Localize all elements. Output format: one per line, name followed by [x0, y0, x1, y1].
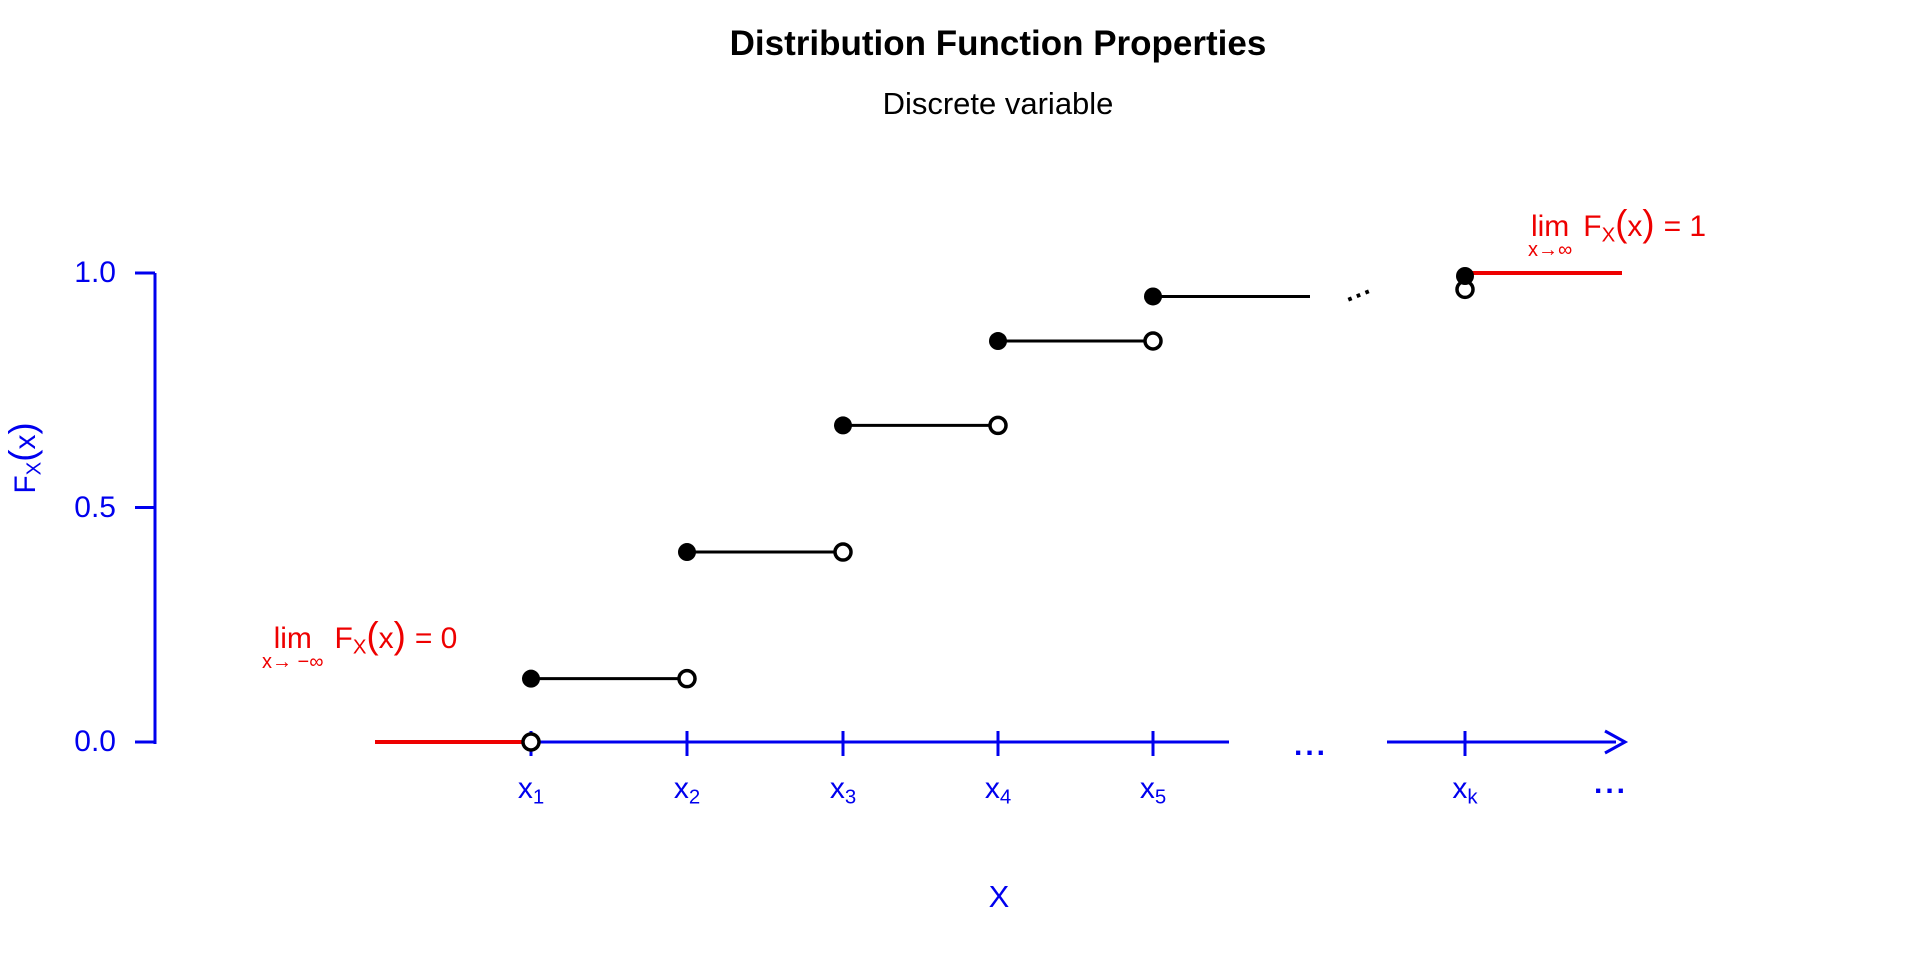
limit-annotation-positive-infinity: lim x→∞ FX(x) = 1	[1528, 203, 1707, 261]
y-label-open-paren: (	[2, 449, 43, 462]
x-tick-label: x3	[829, 772, 857, 809]
y-tick-label: 0.0	[74, 725, 116, 758]
x-axis-label: X	[988, 879, 1010, 914]
y-label-var: x	[9, 434, 42, 450]
y-tick-label: 0.5	[74, 491, 116, 524]
step-open-point	[988, 415, 1008, 436]
chart-subtitle: Discrete variable	[882, 86, 1114, 121]
y-label-close-paren: )	[2, 422, 43, 435]
axis-open-point	[521, 732, 541, 752]
x-axis-arrowhead	[1604, 729, 1629, 755]
lim-operator: lim x→∞	[1528, 210, 1573, 261]
y-label-sub: X	[23, 461, 46, 476]
step-closed-point	[522, 669, 540, 688]
x-tick-label: x2	[673, 772, 701, 809]
x-tick-label: x4	[984, 772, 1012, 809]
lim-expression: FX(x) = 1	[1583, 203, 1707, 247]
lim-operator: lim x→ −∞	[262, 622, 324, 673]
y-tick-label: 1.0	[74, 256, 116, 289]
x-tick-label: xk	[1452, 772, 1478, 809]
x-axis-end-ellipsis: ...	[1593, 767, 1629, 800]
chart-title: Distribution Function Properties	[729, 24, 1267, 63]
x-axis-gap-ellipsis: ...	[1293, 729, 1329, 762]
y-axis-label: FX(x)	[2, 422, 46, 493]
step-closed-point	[834, 416, 852, 435]
step-closed-point	[989, 332, 1007, 351]
limit-annotation-negative-infinity: lim x→ −∞ FX(x) = 0	[262, 615, 458, 673]
step-open-point	[677, 668, 697, 689]
step-open-point	[1143, 331, 1163, 351]
x-tick-label: x1	[517, 772, 545, 809]
lim-expression: FX(x) = 0	[334, 615, 458, 659]
step-closed-point	[678, 543, 696, 562]
x-tick-label: x5	[1139, 772, 1167, 809]
step-closed-point	[1144, 287, 1162, 306]
step-open-point	[833, 542, 853, 562]
xk-closed-point	[1456, 267, 1474, 285]
